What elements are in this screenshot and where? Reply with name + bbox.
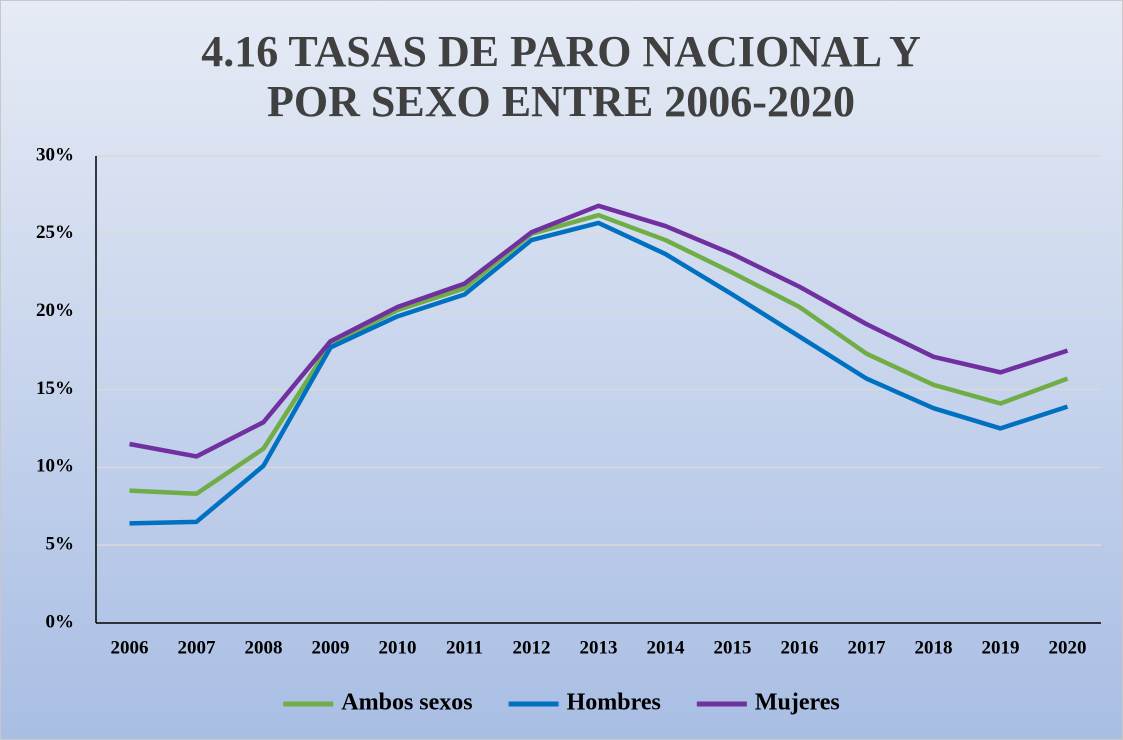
y-tick-label: 0% xyxy=(46,611,75,632)
y-tick-label: 20% xyxy=(36,300,74,321)
x-tick-label: 2019 xyxy=(982,637,1020,658)
legend-label: Ambos sexos xyxy=(341,690,472,716)
x-tick-label: 2013 xyxy=(580,637,618,658)
x-tick-label: 2020 xyxy=(1049,637,1087,658)
y-tick-label: 5% xyxy=(46,534,75,555)
y-tick-label: 10% xyxy=(36,456,74,477)
x-tick-label: 2012 xyxy=(513,637,551,658)
legend-label: Mujeres xyxy=(755,690,840,716)
series-line xyxy=(129,203,1069,459)
series-line xyxy=(129,220,1069,526)
x-tick-label: 2014 xyxy=(647,637,686,658)
x-tick-label: 2015 xyxy=(714,637,752,658)
x-tick-label: 2010 xyxy=(379,637,417,658)
x-tick-label: 2011 xyxy=(446,637,483,658)
series-line xyxy=(129,212,1069,497)
chart-title: 4.16 TASAS DE PARO NACIONAL Y POR SEXO E… xyxy=(201,27,921,126)
y-tick-label: 15% xyxy=(36,378,74,399)
x-tick-label: 2008 xyxy=(245,637,283,658)
y-tick-label: 25% xyxy=(36,222,74,243)
x-tick-label: 2009 xyxy=(312,637,350,658)
x-tick-label: 2006 xyxy=(111,637,149,658)
legend-label: Hombres xyxy=(567,690,661,716)
legend: Ambos sexos Hombres Mujeres xyxy=(283,690,840,716)
x-tick-label: 2007 xyxy=(178,637,217,658)
x-tick-label: 2017 xyxy=(848,637,887,658)
x-tick-label: 2016 xyxy=(781,637,819,658)
x-tick-label: 2018 xyxy=(915,637,953,658)
y-tick-label: 30% xyxy=(36,144,74,165)
